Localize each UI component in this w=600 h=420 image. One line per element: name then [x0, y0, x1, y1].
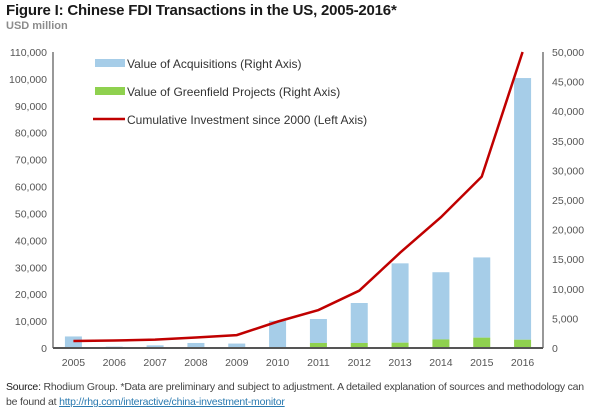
left-tick-label: 50,000 — [15, 208, 47, 220]
acquisitions-bar — [473, 257, 491, 338]
axes — [52, 52, 544, 349]
left-tick-label: 90,000 — [15, 101, 47, 113]
source-label: Source: — [6, 381, 41, 393]
acquisitions-bar — [187, 342, 205, 348]
acquisitions-bar — [309, 318, 327, 343]
x-tick-label: 2015 — [470, 357, 494, 369]
right-tick-label: 25,000 — [552, 195, 584, 207]
acquisitions-bar — [432, 272, 450, 340]
cumulative-investment-line — [73, 51, 524, 343]
acquisitions-bar — [64, 336, 82, 348]
greenfield-bar — [432, 339, 450, 348]
x-tick-label: 2005 — [62, 357, 86, 369]
source-link[interactable]: http://rhg.com/interactive/china-investm… — [59, 396, 285, 408]
x-axis-ticks: 2005 2006 2007 2008 2009 2010 2011 2012 2013 2014… — [62, 357, 535, 369]
acquisitions-bar — [391, 263, 409, 343]
chart-subtitle: USD million — [6, 20, 68, 32]
x-tick-label: 2012 — [348, 357, 372, 369]
left-tick-label: 0 — [41, 343, 47, 355]
acquisitions-bar — [514, 78, 532, 340]
left-tick-label: 70,000 — [15, 155, 47, 167]
legend-swatch-acquisitions — [95, 59, 125, 67]
bars — [64, 78, 532, 348]
x-tick-label: 2013 — [388, 357, 412, 369]
acquisitions-bar — [146, 345, 164, 348]
greenfield-bar — [391, 342, 409, 348]
greenfield-bar — [473, 337, 491, 348]
right-axis-ticks: 0 5,000 10,000 15,000 20,000 25,000 30,000 35,0… — [552, 47, 584, 355]
right-tick-label: 0 — [552, 343, 558, 355]
legend-label-cumulative: Cumulative Investment since 2000 (Left A… — [127, 113, 367, 127]
cumulative-line-layer — [73, 51, 524, 343]
x-tick-label: 2011 — [307, 357, 330, 369]
greenfield-bar — [309, 342, 327, 348]
x-tick-label: 2006 — [103, 357, 127, 369]
left-tick-label: 30,000 — [15, 262, 47, 274]
acquisitions-bar — [350, 303, 368, 343]
x-tick-label: 2008 — [184, 357, 208, 369]
x-tick-label: 2010 — [266, 357, 290, 369]
right-tick-label: 10,000 — [552, 284, 584, 296]
right-tick-label: 15,000 — [552, 254, 584, 266]
legend-label-acquisitions: Value of Acquisitions (Right Axis) — [127, 57, 302, 71]
x-tick-label: 2016 — [511, 357, 535, 369]
greenfield-bar — [350, 342, 368, 348]
right-tick-label: 5,000 — [552, 313, 578, 325]
right-tick-label: 40,000 — [552, 106, 584, 118]
left-tick-label: 40,000 — [15, 235, 47, 247]
legend: Value of Acquisitions (Right Axis) Value … — [93, 57, 367, 127]
right-tick-label: 30,000 — [552, 165, 584, 177]
right-tick-label: 50,000 — [552, 47, 584, 59]
chart-title: Figure I: Chinese FDI Transactions in th… — [6, 2, 397, 19]
left-tick-label: 60,000 — [15, 182, 47, 194]
right-tick-label: 45,000 — [552, 77, 584, 89]
chart-canvas: 0 10,000 20,000 30,000 40,000 50,000 60,000 70,… — [9, 47, 584, 369]
left-tick-label: 20,000 — [15, 289, 47, 301]
legend-label-greenfield: Value of Greenfield Projects (Right Axis… — [127, 85, 340, 99]
source-text: Rhodium Group. *Data are preliminary and… — [6, 381, 584, 408]
left-tick-label: 110,000 — [10, 47, 47, 59]
x-tick-label: 2014 — [429, 357, 453, 369]
acquisitions-bar — [269, 320, 287, 348]
left-tick-label: 100,000 — [9, 74, 47, 86]
source-note: Source: Rhodium Group. *Data are prelimi… — [6, 380, 596, 410]
left-tick-label: 10,000 — [15, 316, 47, 328]
acquisitions-bar — [228, 343, 246, 348]
x-tick-label: 2009 — [225, 357, 249, 369]
right-tick-label: 20,000 — [552, 225, 584, 237]
greenfield-bar — [514, 339, 532, 348]
left-axis-ticks: 0 10,000 20,000 30,000 40,000 50,000 60,000 70,… — [9, 47, 47, 355]
x-tick-label: 2007 — [143, 357, 167, 369]
left-tick-label: 80,000 — [15, 128, 47, 140]
right-tick-label: 35,000 — [552, 136, 584, 148]
legend-swatch-greenfield — [95, 87, 125, 95]
